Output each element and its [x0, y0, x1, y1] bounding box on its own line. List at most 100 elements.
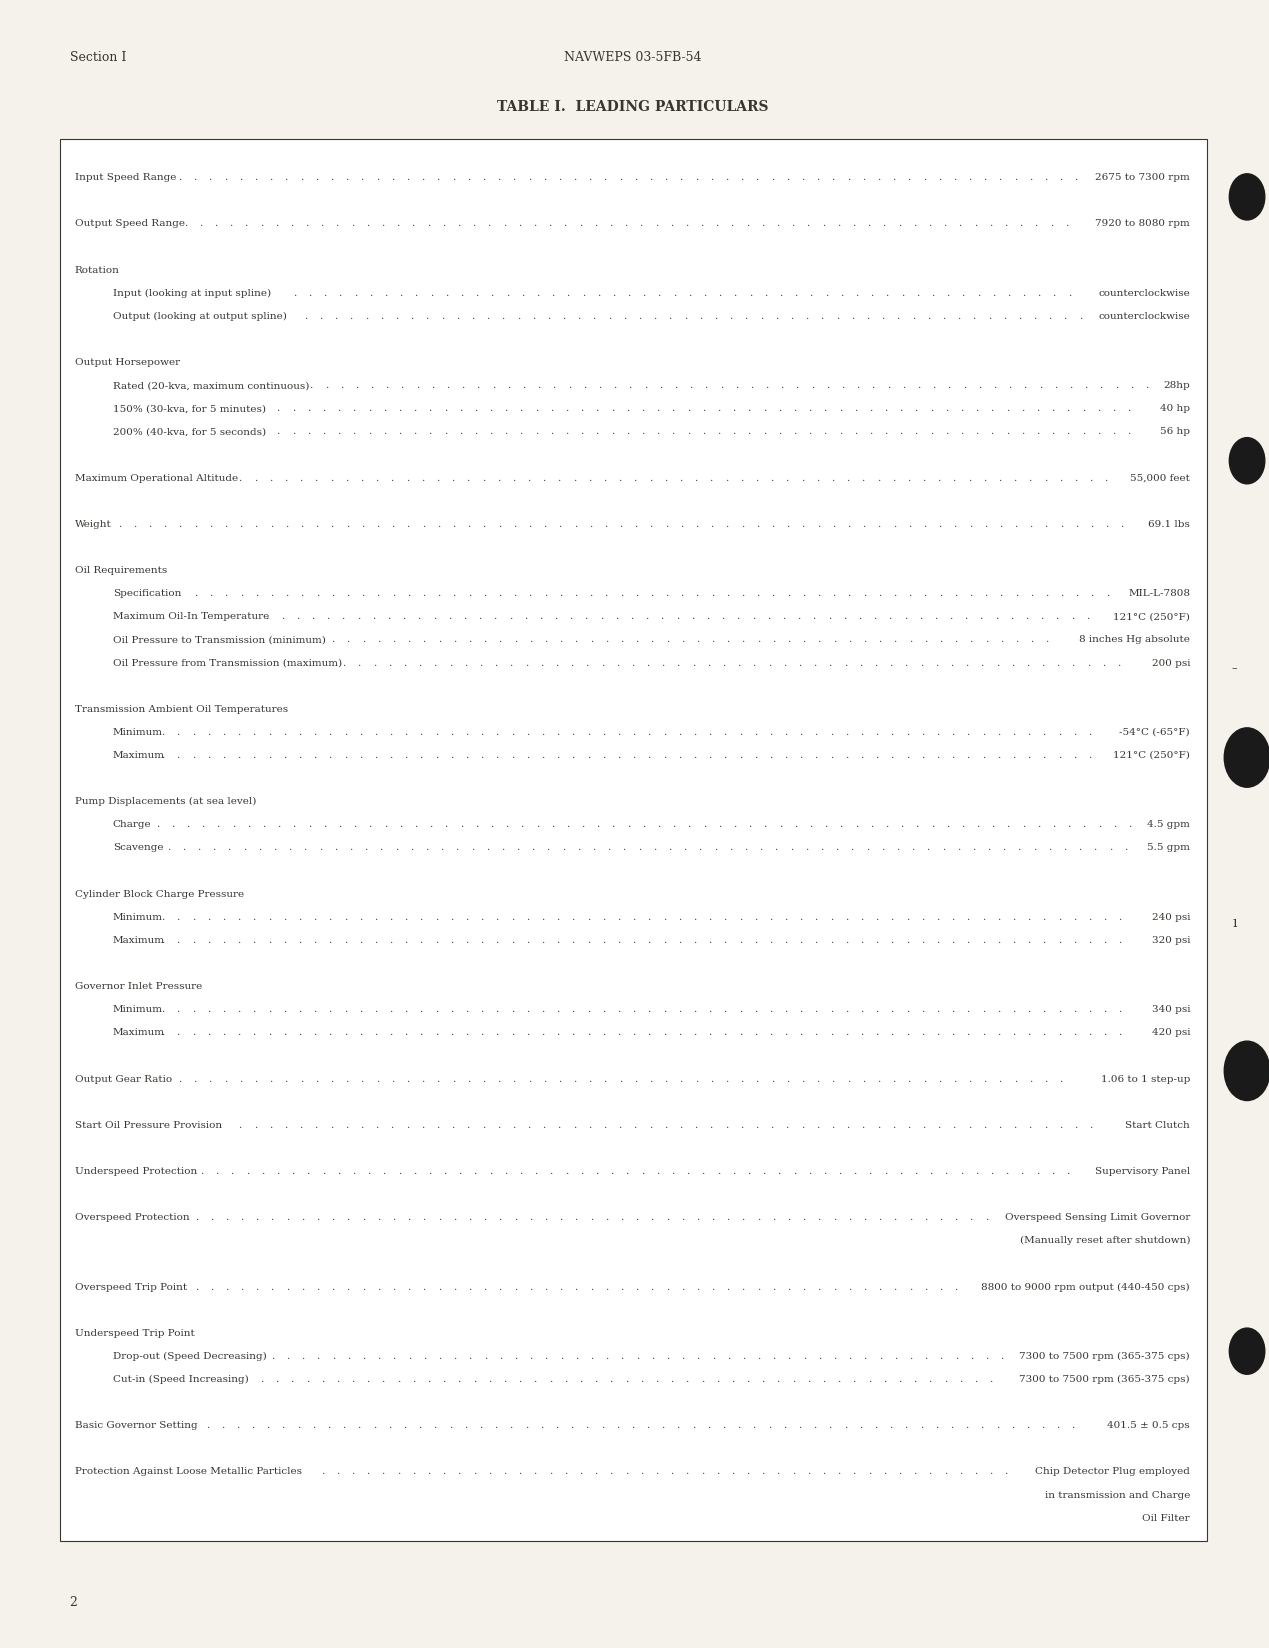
Text: .: .	[665, 1213, 669, 1221]
Text: .: .	[296, 611, 299, 621]
Text: .: .	[176, 1005, 180, 1014]
Text: .: .	[878, 1213, 882, 1221]
Text: .: .	[373, 1421, 376, 1429]
Text: .: .	[452, 473, 454, 483]
Text: .: .	[980, 611, 982, 621]
Text: .: .	[478, 611, 481, 621]
Text: .: .	[420, 1005, 423, 1014]
Text: .: .	[787, 1213, 791, 1221]
Text: .: .	[1101, 658, 1105, 667]
Text: .: .	[529, 1282, 532, 1290]
Text: .: .	[315, 519, 319, 529]
Text: .: .	[758, 1351, 760, 1360]
Text: .: .	[491, 381, 495, 391]
Text: .: .	[1060, 1074, 1062, 1083]
Text: .: .	[631, 611, 633, 621]
Text: .: .	[709, 1121, 713, 1129]
Text: .: .	[497, 588, 501, 598]
Text: .: .	[453, 1213, 456, 1221]
Text: .: .	[810, 288, 812, 298]
Text: .: .	[909, 1213, 912, 1221]
Text: .: .	[563, 219, 567, 227]
Text: .: .	[1057, 750, 1061, 760]
Text: .: .	[770, 473, 773, 483]
Text: .: .	[982, 1005, 985, 1014]
Text: .: .	[471, 842, 473, 852]
Text: .: .	[372, 611, 376, 621]
Text: .: .	[953, 1121, 956, 1129]
Text: .: .	[648, 473, 652, 483]
Text: .: .	[472, 1467, 476, 1475]
Text: .: .	[419, 658, 421, 667]
Text: .: .	[421, 519, 425, 529]
Text: .: .	[900, 819, 904, 829]
Text: .: .	[509, 611, 511, 621]
Text: .: .	[340, 381, 343, 391]
Text: .: .	[201, 1167, 203, 1175]
Text: .: .	[942, 842, 944, 852]
Text: .: .	[772, 634, 775, 644]
Text: .: .	[516, 842, 519, 852]
Text: .: .	[930, 819, 934, 829]
Text: Maximum: Maximum	[113, 1028, 165, 1037]
Text: .: .	[884, 404, 887, 414]
Text: .: .	[726, 588, 730, 598]
Text: .: .	[562, 842, 565, 852]
Text: 55,000 feet: 55,000 feet	[1131, 473, 1190, 483]
Text: .: .	[997, 750, 1000, 760]
Text: .: .	[316, 1282, 320, 1290]
Text: .: .	[678, 1028, 681, 1037]
Text: .: .	[832, 634, 836, 644]
Circle shape	[1225, 728, 1269, 788]
Text: .: .	[588, 1121, 591, 1129]
Text: .: .	[801, 1074, 805, 1083]
Text: .: .	[877, 473, 879, 483]
Text: .: .	[966, 1421, 968, 1429]
Text: .: .	[952, 936, 954, 944]
Text: .: .	[646, 658, 650, 667]
Text: .: .	[590, 1351, 593, 1360]
Text: .: .	[449, 658, 452, 667]
Text: .: .	[255, 588, 258, 598]
Text: .: .	[286, 1213, 289, 1221]
Text: .: .	[810, 819, 812, 829]
Text: .: .	[291, 1374, 293, 1383]
Text: .: .	[1057, 1005, 1061, 1014]
Text: .: .	[968, 473, 971, 483]
Text: .: .	[967, 727, 970, 737]
Text: .: .	[555, 658, 558, 667]
Text: .: .	[678, 750, 681, 760]
Text: .: .	[954, 588, 957, 598]
Text: .: .	[754, 936, 758, 944]
Text: .: .	[604, 1074, 607, 1083]
Text: .: .	[756, 519, 759, 529]
Text: .: .	[923, 1121, 925, 1129]
Text: .: .	[1004, 1467, 1008, 1475]
Text: .: .	[634, 173, 637, 181]
Text: .: .	[392, 1282, 396, 1290]
Text: .: .	[334, 842, 338, 852]
Text: .: .	[368, 819, 372, 829]
Text: .: .	[605, 1351, 608, 1360]
Text: .: .	[352, 1374, 354, 1383]
Text: .: .	[360, 519, 364, 529]
Text: .: .	[817, 1282, 821, 1290]
Text: .: .	[733, 288, 737, 298]
Text: .: .	[476, 381, 480, 391]
Text: .: .	[754, 727, 758, 737]
Text: .: .	[206, 1421, 209, 1429]
Text: .: .	[768, 1421, 770, 1429]
Text: .: .	[298, 727, 301, 737]
Text: .: .	[651, 1351, 654, 1360]
Text: .: .	[747, 1167, 750, 1175]
Text: .: .	[999, 1121, 1001, 1129]
Text: .: .	[194, 1213, 198, 1221]
Text: .: .	[445, 288, 448, 298]
Text: .: .	[404, 1421, 406, 1429]
Text: .: .	[754, 750, 758, 760]
Text: Minimum: Minimum	[113, 913, 162, 921]
Text: .: .	[598, 381, 602, 391]
Text: .: .	[463, 611, 466, 621]
Text: .: .	[438, 1213, 440, 1221]
Text: .: .	[593, 842, 595, 852]
